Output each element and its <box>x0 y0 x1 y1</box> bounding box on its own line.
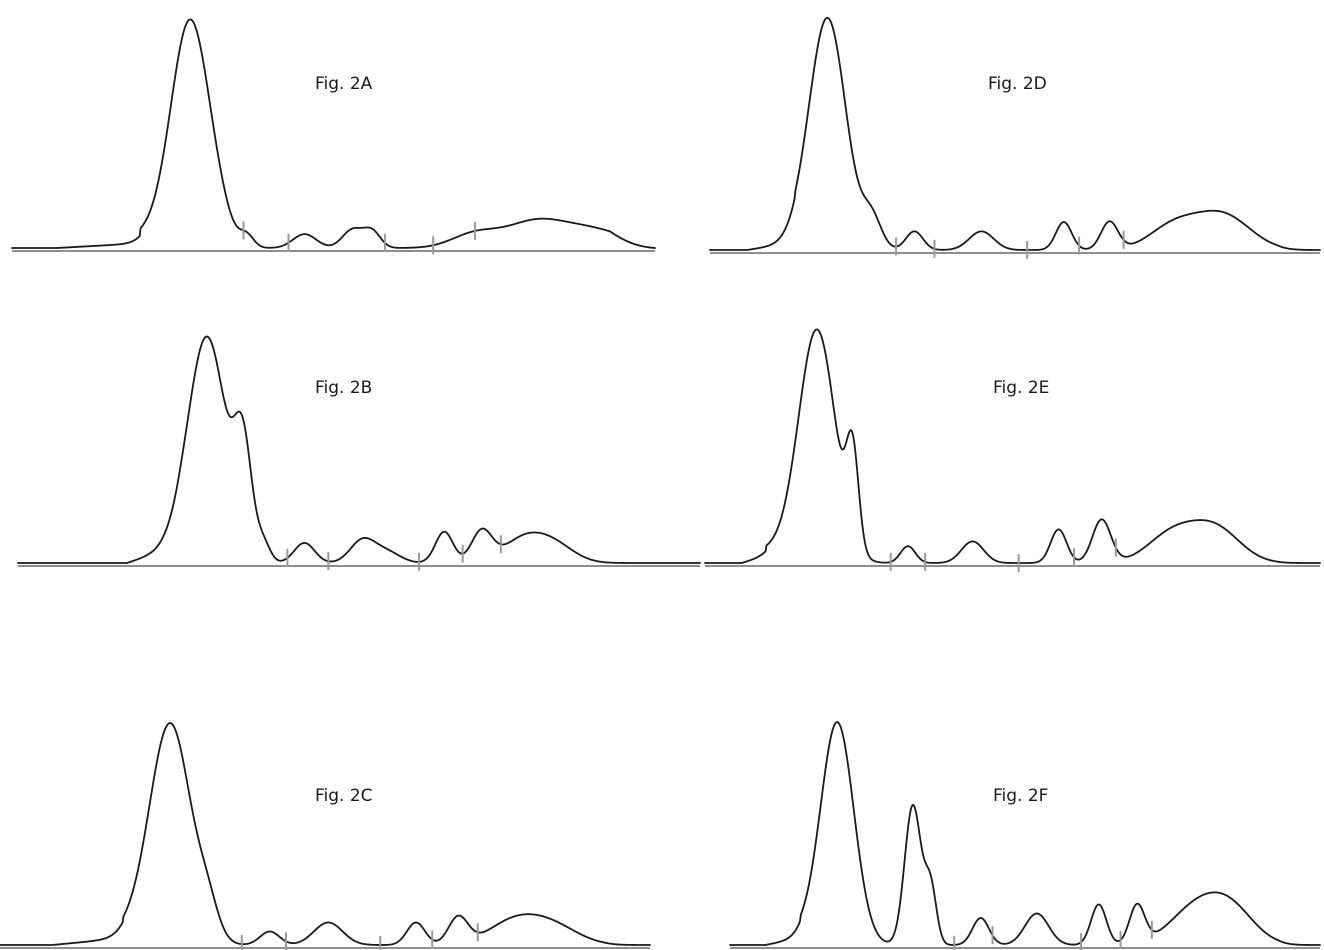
chromatogram-trace <box>0 722 651 946</box>
chromatogram-trace <box>729 721 1321 946</box>
chromatogram-trace <box>704 328 1321 564</box>
panel-title-2a: Fig. 2A <box>315 74 373 94</box>
panel-fig-2c: Fig. 2C <box>0 722 651 950</box>
chromatogram-trace <box>709 16 1321 251</box>
chromatogram-trace <box>11 18 656 249</box>
panel-fig-2d: Fig. 2D <box>709 16 1321 259</box>
panel-fig-2e: Fig. 2E <box>704 328 1321 572</box>
panel-title-2e: Fig. 2E <box>993 378 1049 398</box>
chromatogram-trace <box>17 335 701 564</box>
panel-title-2d: Fig. 2D <box>988 74 1047 94</box>
panel-title-2c: Fig. 2C <box>315 786 373 806</box>
panel-fig-2a: Fig. 2A <box>11 18 656 255</box>
panel-fig-2b: Fig. 2B <box>17 335 701 571</box>
panel-title-2f: Fig. 2F <box>993 786 1048 806</box>
panel-title-2b: Fig. 2B <box>315 378 372 398</box>
panel-fig-2f: Fig. 2F <box>729 721 1321 950</box>
